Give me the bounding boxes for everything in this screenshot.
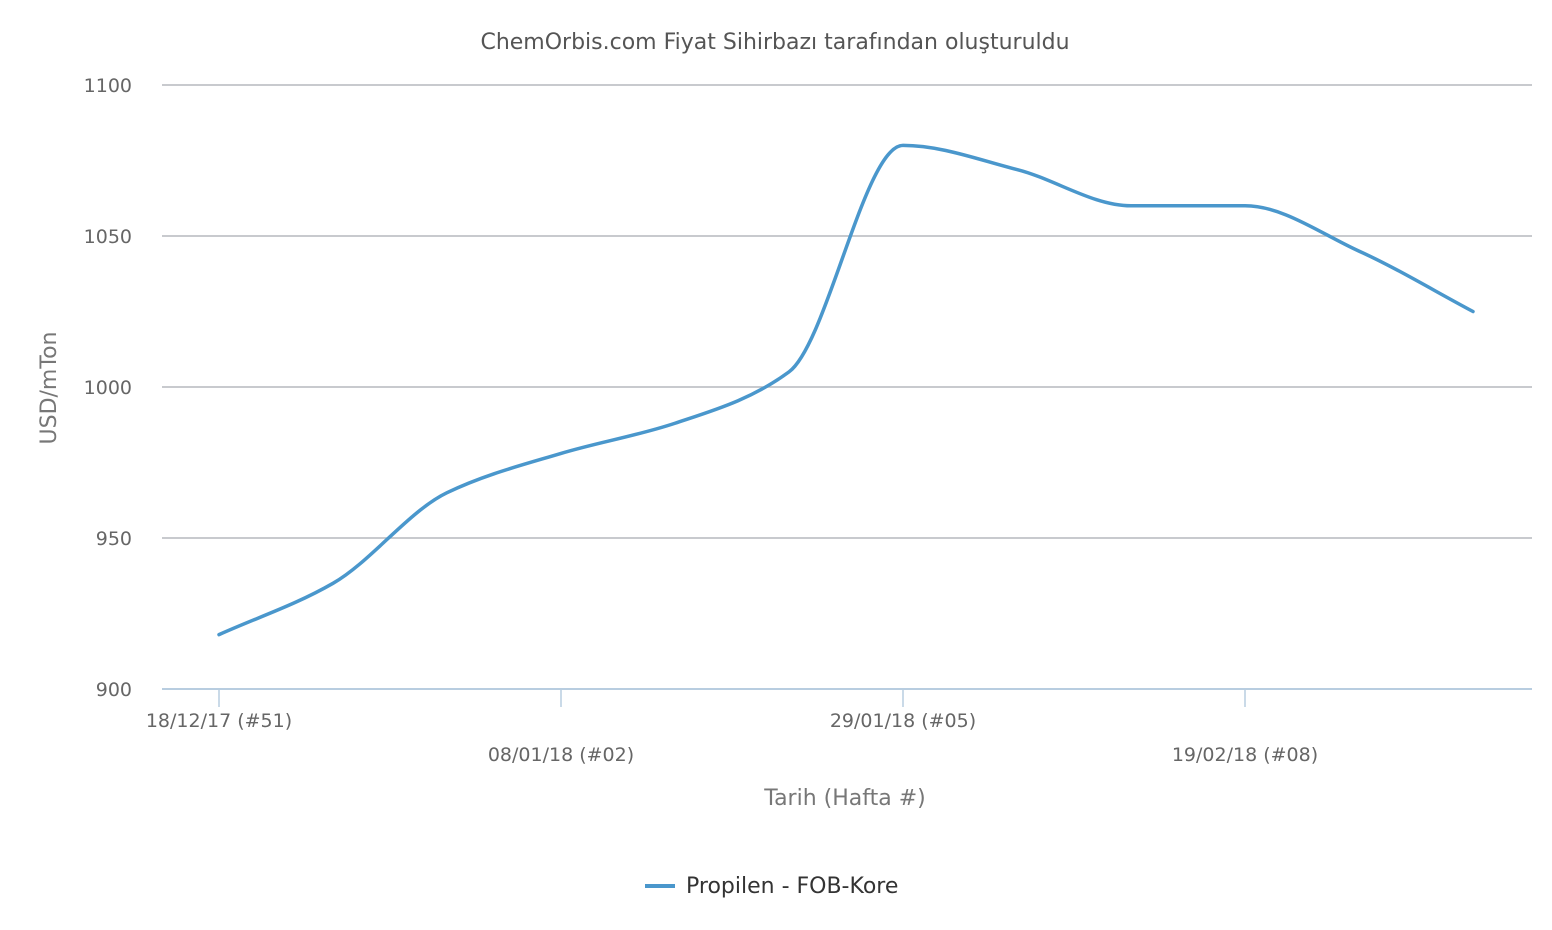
series-group [217, 143, 1475, 637]
grid-lines [162, 84, 1532, 690]
x-tick-label: 08/01/18 (#02) [488, 744, 634, 766]
chart-title: ChemOrbis.com Fiyat Sihirbazı tarafından… [480, 30, 1069, 55]
y-tick-label: 900 [96, 679, 132, 701]
y-tick-label: 1000 [84, 377, 132, 399]
legend-label[interactable]: Propilen - FOB-Kore [686, 874, 898, 899]
x-tick-label: 19/02/18 (#08) [1172, 744, 1318, 766]
y-tick-label: 1050 [84, 226, 132, 248]
y-tick-labels: 900 950 1000 1050 1100 [84, 75, 132, 701]
y-tick-label: 950 [96, 528, 132, 550]
x-tick-label: 18/12/17 (#51) [146, 710, 292, 732]
y-axis-title: USD/mTon [37, 332, 62, 445]
series-line [217, 143, 1475, 637]
x-tick-label: 29/01/18 (#05) [830, 710, 976, 732]
y-tick-label: 1100 [84, 75, 132, 97]
legend[interactable]: Propilen - FOB-Kore [645, 874, 898, 899]
x-axis: 18/12/17 (#51) 08/01/18 (#02) 29/01/18 (#0… [146, 689, 1318, 766]
x-axis-title: Tarih (Hafta #) [763, 786, 925, 811]
